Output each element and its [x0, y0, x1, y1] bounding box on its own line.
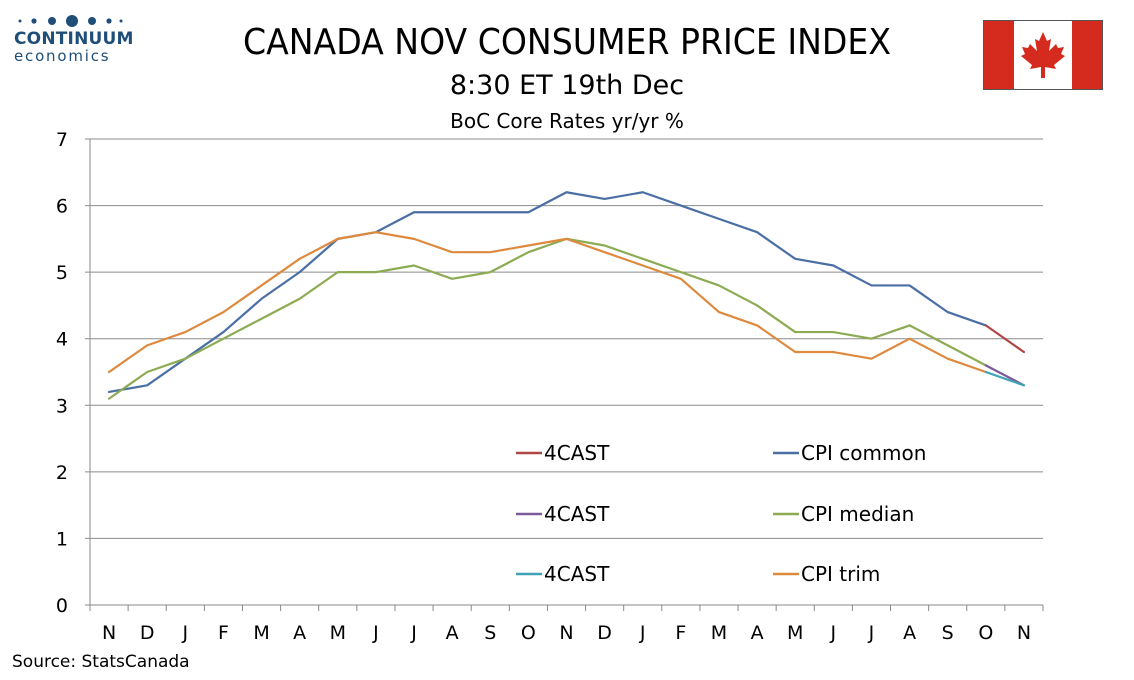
- x-tick-label: N: [559, 622, 573, 644]
- y-axis-ticks: 0 1 2 3 4 5 6 7: [56, 129, 68, 617]
- x-tick-label: J: [639, 622, 646, 644]
- x-tick-label: S: [942, 622, 954, 644]
- legend-item: CPI median: [773, 502, 914, 526]
- logo-word: CONTINUUM: [14, 29, 134, 49]
- continuum-logo: CONTINUUM economics: [14, 14, 134, 65]
- x-tick-label: A: [293, 622, 306, 644]
- y-tick-label: 1: [56, 528, 68, 550]
- y-tick-label: 5: [56, 262, 68, 284]
- legend-label: 4CAST: [544, 441, 610, 465]
- legend-item: CPI common: [773, 441, 926, 465]
- page-title: CANADA NOV CONSUMER PRICE INDEX: [242, 22, 892, 63]
- series-line-4cast-5: [984, 370, 1026, 387]
- x-tick-label: J: [830, 622, 837, 644]
- y-tick-label: 7: [56, 129, 68, 151]
- x-tick-label: O: [978, 622, 993, 644]
- legend-item: 4CAST: [516, 502, 610, 526]
- x-tick-label: M: [253, 622, 269, 644]
- x-tick-label: F: [675, 622, 686, 644]
- x-tick-label: N: [102, 622, 116, 644]
- legend-item: 4CAST: [516, 441, 610, 465]
- canada-flag-icon: [983, 20, 1103, 90]
- series-line-4cast-3: [984, 324, 1026, 354]
- y-tick-label: 3: [56, 395, 68, 417]
- x-tick-label: A: [751, 622, 764, 644]
- logo-sub: economics: [14, 47, 111, 65]
- x-tick-label: S: [484, 622, 496, 644]
- x-tick-label: F: [218, 622, 229, 644]
- series-line-cpi-trim-2: [107, 231, 987, 374]
- y-tick-label: 4: [56, 329, 68, 351]
- grid-lines: [85, 138, 1043, 606]
- x-tick-label: N: [1017, 622, 1031, 644]
- legend-item: 4CAST: [516, 562, 610, 586]
- legend-label: 4CAST: [544, 502, 610, 526]
- x-tick-label: M: [330, 622, 346, 644]
- source-note: Source: StatsCanada: [12, 652, 190, 672]
- legend-label: 4CAST: [544, 562, 610, 586]
- y-tick-label: 0: [56, 595, 68, 617]
- legend-label: CPI median: [801, 502, 914, 526]
- x-tick-label: J: [181, 622, 188, 644]
- x-tick-label: M: [787, 622, 803, 644]
- x-tick-label: J: [410, 622, 417, 644]
- series-line-cpi-common-0: [107, 191, 987, 394]
- chart-subtitle: BoC Core Rates yr/yr %: [450, 109, 684, 133]
- y-tick-label: 6: [56, 196, 68, 218]
- x-tick-label: A: [446, 622, 459, 644]
- x-tick-label: M: [711, 622, 727, 644]
- x-tick-label: J: [372, 622, 379, 644]
- legend-item: CPI trim: [773, 562, 880, 586]
- legend: 4CAST CPI common 4CAST CPI median 4CAST CPI t…: [516, 441, 926, 586]
- y-tick-label: 2: [56, 462, 68, 484]
- legend-label: CPI common: [801, 441, 926, 465]
- logo-dots-icon: [18, 15, 123, 27]
- x-tick-label: J: [868, 622, 875, 644]
- legend-label: CPI trim: [801, 562, 880, 586]
- series-lines: [107, 191, 1026, 400]
- x-tick-label: O: [521, 622, 536, 644]
- release-time: 8:30 ET 19th Dec: [449, 70, 685, 101]
- x-tick-label: D: [597, 622, 612, 644]
- series-line-cpi-median-1: [107, 237, 987, 400]
- x-tick-label: A: [903, 622, 916, 644]
- x-tick-label: D: [140, 622, 155, 644]
